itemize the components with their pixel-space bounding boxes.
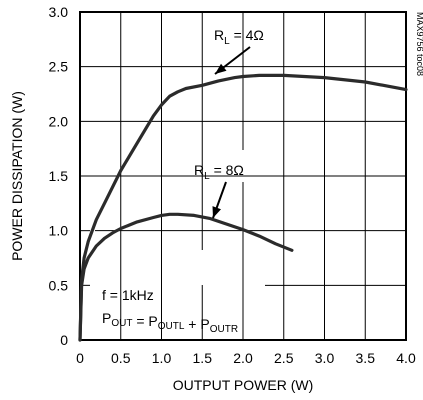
y-tick-label: 0 [60, 332, 68, 348]
x-tick-labels: 0 0.5 1.0 1.5 2.0 2.5 3.0 3.5 4.0 [76, 350, 416, 366]
series-line-rl-8ohm [78, 212, 294, 342]
y-tick-label: 0.5 [49, 277, 69, 293]
test-conditions: f = 1kHz POUT = POUTL + POUTR [102, 287, 238, 335]
x-tick-label: 3.5 [356, 350, 376, 366]
x-tick-label: 1.0 [152, 350, 172, 366]
condition-frequency: f = 1kHz [102, 287, 154, 303]
x-tick-label: 4.0 [396, 350, 416, 366]
x-tick-label: 3.0 [315, 350, 335, 366]
grid [80, 12, 406, 340]
x-tick-label: 2.5 [274, 350, 294, 366]
pointer-arrowhead [215, 63, 227, 74]
y-tick-label: 2.5 [49, 59, 69, 75]
series-line-rl-4ohm [78, 73, 408, 342]
series-group [78, 73, 408, 342]
pointer-arrowhead [212, 206, 221, 218]
condition-power-formula: POUT = POUTL + POUTR [102, 310, 238, 335]
x-tick-label: 1.5 [193, 350, 213, 366]
figure-code: MAX9756 toc08 [415, 12, 423, 76]
x-axis-label: OUTPUT POWER (W) [173, 377, 314, 393]
y-tick-label: 2.0 [49, 113, 69, 129]
x-tick-label: 2.0 [233, 350, 253, 366]
y-tick-label: 3.0 [49, 4, 69, 20]
label-rl-4ohm: RL = 4Ω [214, 27, 264, 47]
y-tick-labels: 0 0.5 1.0 1.5 2.0 2.5 3.0 [49, 4, 69, 348]
y-tick-label: 1.0 [49, 223, 69, 239]
series-labels: RL = 4Ω RL = 8Ω [194, 27, 264, 219]
label-rl-8ohm: RL = 8Ω [194, 162, 244, 182]
y-tick-label: 1.5 [49, 168, 69, 184]
x-tick-label: 0.5 [111, 350, 131, 366]
y-axis-label: POWER DISSIPATION (W) [9, 91, 25, 261]
x-tick-label: 0 [76, 350, 84, 366]
plot-frame [79, 11, 407, 341]
